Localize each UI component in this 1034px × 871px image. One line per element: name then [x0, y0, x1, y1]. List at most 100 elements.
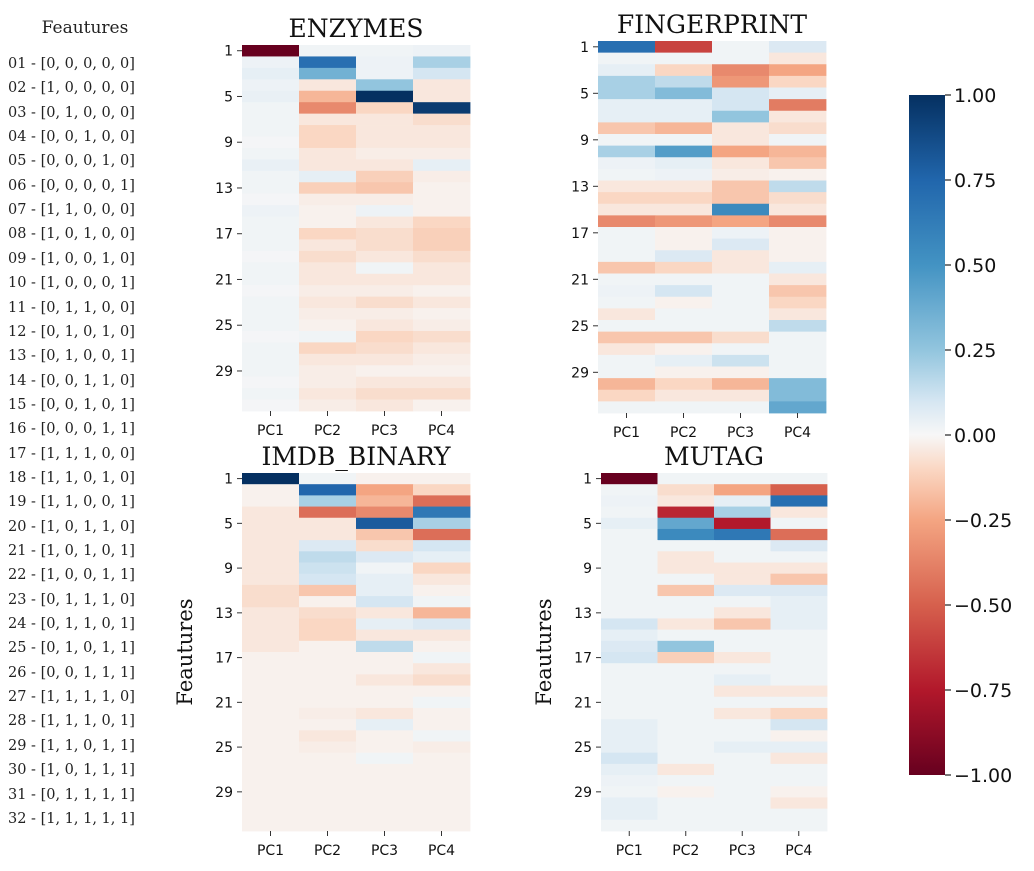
heatmap-cell [299, 495, 357, 507]
y-tick-label: 29 [574, 785, 592, 801]
heatmap-cell [598, 378, 656, 391]
heatmap-cell [299, 696, 357, 709]
heatmap-cell [598, 238, 656, 251]
heatmap-cell [770, 808, 828, 821]
heatmap-cell [242, 517, 300, 530]
colorbar-tick-label: 1.00 [954, 85, 996, 107]
heatmap-cell [601, 562, 658, 575]
heatmap-cell [714, 763, 771, 776]
heatmap-cell [601, 685, 658, 698]
feature-legend-item: 15 - [0, 0, 1, 0, 1] [8, 396, 135, 413]
heatmap-cell [242, 584, 300, 597]
heatmap-cell [769, 110, 827, 123]
heatmap-cell [714, 473, 771, 485]
heatmap-cell [655, 401, 713, 414]
x-tick-label: PC4 [784, 425, 811, 441]
heatmap-cell [356, 376, 414, 389]
heatmap-cell [356, 353, 414, 366]
heatmap-cell [712, 192, 770, 205]
heatmap-cell [413, 786, 471, 798]
y-tick-label: 13 [571, 179, 589, 195]
colorbar-tick-label: 0.75 [954, 170, 996, 192]
heatmap-cell [299, 685, 357, 698]
heatmap-cell [714, 484, 771, 496]
feature-legend-item: 16 - [0, 0, 0, 1, 1] [8, 421, 135, 438]
heatmap-cell [714, 741, 771, 754]
heatmap-cell [657, 797, 715, 810]
heatmap-cell [242, 573, 300, 586]
heatmap-cell [770, 584, 828, 597]
heatmap-cell [356, 365, 414, 378]
heatmap-cell [299, 250, 357, 263]
feature-legend-item: 02 - [1, 0, 0, 0, 0] [8, 80, 135, 97]
heatmap-cell [413, 147, 471, 160]
heatmap-cell [299, 808, 357, 821]
heatmap-cell [657, 741, 715, 754]
heatmap-cell [242, 90, 300, 103]
heatmap-cell [242, 285, 300, 298]
heatmap-cell [242, 775, 300, 787]
heatmap-cell [413, 707, 471, 720]
heatmap-cell [598, 250, 656, 263]
feature-legend-item: 32 - [1, 1, 1, 1, 1] [8, 810, 135, 827]
heatmap-cell [242, 696, 300, 709]
heatmap-cell [601, 629, 658, 642]
heatmap-cell [769, 273, 827, 286]
heatmap-cell [712, 168, 770, 181]
heatmap-cell [242, 79, 300, 92]
heatmap-cell [712, 87, 770, 100]
heatmap-cell [413, 674, 471, 686]
heatmap-cell [655, 296, 713, 309]
heatmap-cell [714, 640, 771, 653]
heatmap-cell [770, 685, 828, 698]
y-tick-label: 29 [215, 785, 233, 801]
heatmap-cell [356, 239, 414, 252]
heatmap-cell [770, 663, 828, 675]
heatmap-cell [657, 618, 715, 631]
heatmap-cell [655, 64, 713, 77]
heatmap-cell [657, 629, 715, 642]
heatmap-cell [413, 90, 471, 103]
heatmap-cell [598, 145, 656, 158]
heatmap-cell [413, 285, 471, 298]
feature-legend-item: 26 - [0, 0, 1, 1, 1] [8, 664, 135, 681]
x-tick-label: PC1 [257, 423, 284, 439]
heatmap-cell [413, 182, 471, 195]
heatmap-cell [712, 64, 770, 77]
heatmap-cell [770, 551, 828, 563]
heatmap-cell [655, 308, 713, 321]
heatmap-cell [769, 250, 827, 263]
heatmap-cell [242, 797, 300, 810]
heatmap-cell [413, 551, 471, 563]
heatmap-cell [657, 528, 715, 541]
heatmap-cell [413, 273, 471, 286]
heatmap-cell [769, 52, 827, 65]
heatmap-cell [657, 596, 715, 608]
heatmap-cell [242, 551, 300, 563]
y-tick-label: 5 [224, 89, 233, 105]
heatmap-cell [242, 342, 300, 355]
heatmap-cell [770, 797, 828, 810]
heatmap-cell [242, 528, 300, 541]
heatmap-cell [770, 596, 828, 608]
heatmap-cell [356, 285, 414, 298]
heatmap-cell [598, 192, 656, 205]
heatmap-cell [655, 110, 713, 123]
heatmap-cell [714, 540, 771, 552]
heatmap-cell [770, 495, 828, 507]
y-tick-label: 5 [224, 516, 233, 532]
heatmap-cell [769, 122, 827, 135]
heatmap-cell [356, 125, 414, 137]
heatmap-cell [655, 273, 713, 286]
heatmap-cell [770, 819, 828, 832]
heatmap-cell [356, 330, 414, 343]
heatmap-cell [413, 540, 471, 552]
heatmap-cell [356, 685, 414, 698]
heatmap-cell [655, 261, 713, 274]
x-tick-label: PC3 [727, 425, 754, 441]
heatmap-cell [356, 763, 414, 776]
heatmap-cell [413, 67, 471, 80]
heatmap-cell [712, 285, 770, 298]
heatmap-cell [769, 378, 827, 391]
heatmap-cell [356, 663, 414, 675]
